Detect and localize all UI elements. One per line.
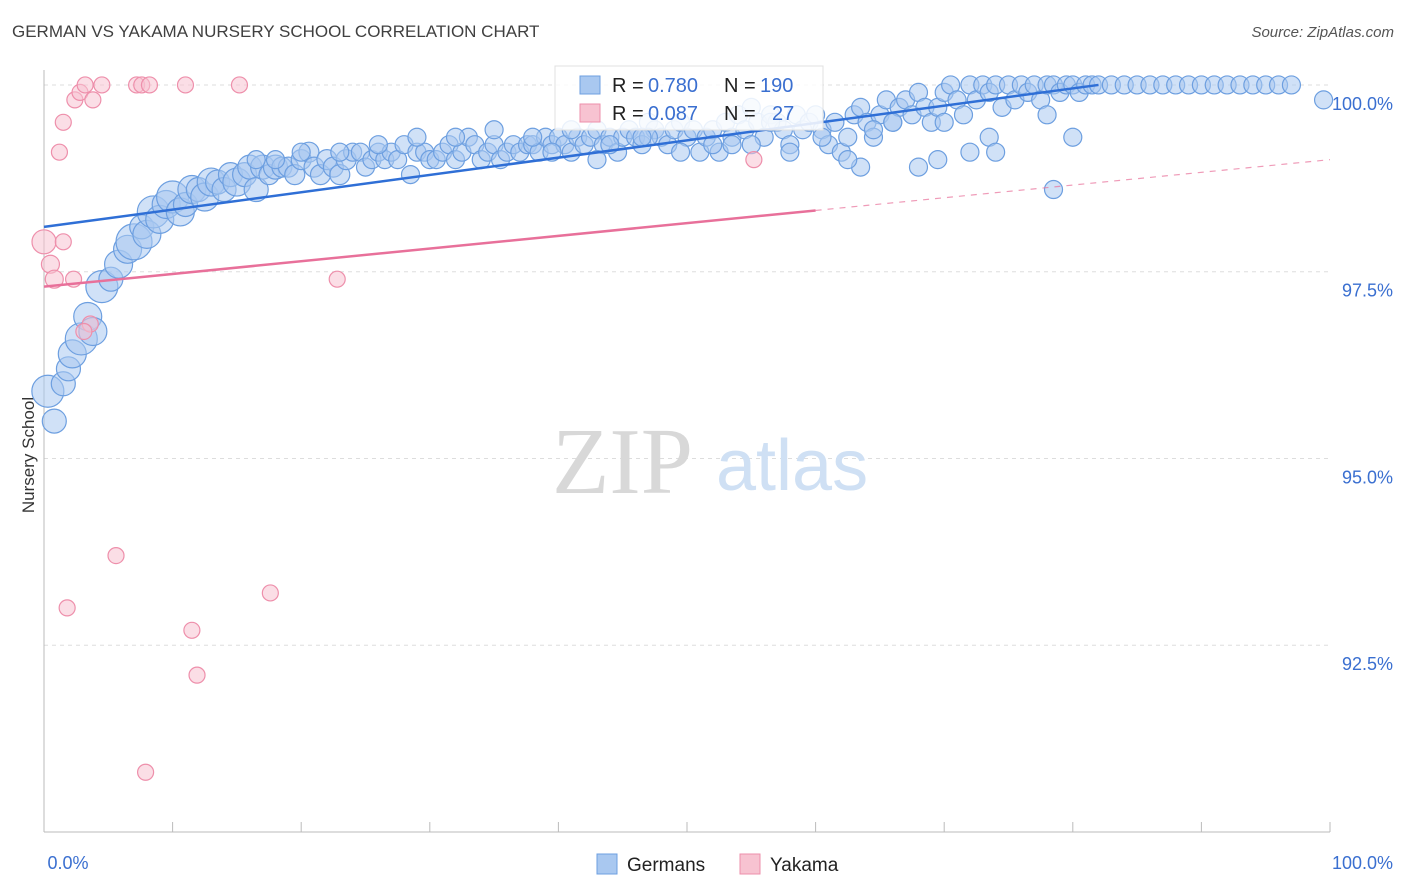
axes xyxy=(43,70,1331,833)
germans-point-178 xyxy=(1313,90,1334,110)
yakama-point-18 xyxy=(75,322,93,341)
yakama-point-25 xyxy=(328,270,346,288)
germans-point-206 xyxy=(265,150,286,170)
germans-point-190 xyxy=(934,112,954,132)
watermark: ZIP atlas xyxy=(552,410,868,514)
germans-point-186 xyxy=(986,142,1006,162)
germans-point-193 xyxy=(741,135,761,155)
watermark-atlas: atlas xyxy=(716,426,868,506)
legend-n-label-yakama: N = xyxy=(724,103,756,125)
yakama-point-23 xyxy=(261,584,279,602)
germans-point-204 xyxy=(330,142,350,162)
germans-point-180 xyxy=(908,157,929,177)
trend-lines xyxy=(43,83,1331,288)
bottom-legend-swatch-germans xyxy=(596,853,618,875)
trend-line-yakama-extension xyxy=(815,159,1331,212)
germans-point-208 xyxy=(812,127,832,147)
yakama-point-15 xyxy=(140,76,159,94)
yakama-point-20 xyxy=(107,546,125,565)
source-label: Source: ZipAtlas.com xyxy=(1251,24,1394,41)
yakama-point-11 xyxy=(84,91,102,109)
y-axis-label: Nursery School xyxy=(19,397,38,513)
yakama-point-5 xyxy=(54,113,72,131)
germans-point-201 xyxy=(445,127,466,147)
yakama-point-2 xyxy=(44,269,64,289)
legend-n-label-germans: N = xyxy=(724,75,756,97)
y-tick-label-1: 97.5% xyxy=(1342,281,1393,301)
germans-point-200 xyxy=(484,120,504,140)
yakama-point-21 xyxy=(183,621,201,639)
germans-point-192 xyxy=(780,142,800,162)
legend-r-label-yakama: R = xyxy=(612,103,644,125)
y-axis-label-group: Nursery School xyxy=(19,397,38,513)
trend-line-germans xyxy=(43,83,1099,229)
legend-box: R = 0.780 N = 190 R = 0.087 N = 27 xyxy=(554,65,824,131)
y-tick-label-0: 100.0% xyxy=(1332,94,1393,114)
legend-n-value-germans: 190 xyxy=(760,75,793,97)
yakama-point-12 xyxy=(93,76,111,94)
germans-point-191 xyxy=(863,120,884,140)
germans-point-141 xyxy=(953,105,974,125)
germans-point-195 xyxy=(670,142,691,162)
x-tick-label-1: 100.0% xyxy=(1332,853,1393,873)
yakama-point-3 xyxy=(54,233,72,251)
legend-r-value-germans: 0.780 xyxy=(648,75,698,97)
germans-point-185 xyxy=(838,150,858,170)
legend-r-value-yakama: 0.087 xyxy=(648,103,698,125)
legend-swatch-germans xyxy=(579,75,601,95)
yakama-point-16 xyxy=(176,76,195,94)
y-tick-label-3: 92.5% xyxy=(1342,654,1393,674)
germans-point-205 xyxy=(291,142,311,162)
germans-point-202 xyxy=(407,127,427,147)
germans-point-55 xyxy=(400,164,421,185)
bottom-legend-germans: Germans xyxy=(627,855,705,876)
germans-point-188 xyxy=(1063,127,1083,147)
germans-point-212 xyxy=(587,150,607,170)
germans-point-199 xyxy=(523,127,543,147)
bottom-legend-swatch-yakama xyxy=(739,853,761,875)
yakama-point-19 xyxy=(58,599,76,617)
x-tick-label-0: 0.0% xyxy=(47,853,88,873)
germans-point-181 xyxy=(928,150,948,170)
y-tick-label-2: 95.0% xyxy=(1342,467,1393,487)
bottom-legend-yakama: Yakama xyxy=(770,855,839,876)
series-germans xyxy=(31,75,1334,434)
legend-r-label-germans: R = xyxy=(612,75,644,97)
yakama-point-9 xyxy=(76,76,94,94)
germans-point-187 xyxy=(1037,105,1057,125)
tick-labels: 100.0% 97.5% 95.0% 92.5% 0.0% 100.0% xyxy=(47,94,1393,873)
germans-point-211 xyxy=(632,127,652,147)
germans-point-207 xyxy=(246,150,266,170)
germans-point-1 xyxy=(41,408,67,434)
germans-point-177 xyxy=(1281,75,1302,95)
yakama-point-24 xyxy=(136,763,155,781)
germans-point-184 xyxy=(1043,179,1064,200)
germans-point-182 xyxy=(960,142,980,162)
yakama-point-4 xyxy=(50,143,69,161)
chart-title: GERMAN VS YAKAMA NURSERY SCHOOL CORRELAT… xyxy=(12,22,540,41)
germans-point-189 xyxy=(883,112,903,132)
yakama-point-17 xyxy=(230,76,249,94)
yakama-point-0 xyxy=(31,229,57,255)
germans-point-123 xyxy=(838,127,858,147)
bottom-legend: Germans Yakama xyxy=(596,853,839,876)
legend-swatch-yakama xyxy=(579,103,601,123)
yakama-point-26 xyxy=(745,151,763,169)
germans-point-210 xyxy=(722,135,742,155)
legend-n-value-yakama: 27 xyxy=(772,103,794,125)
yakama-point-22 xyxy=(188,666,206,684)
watermark-zip: ZIP xyxy=(552,410,693,514)
germans-point-203 xyxy=(368,135,388,155)
series-yakama xyxy=(31,76,763,781)
trend-line-yakama xyxy=(43,209,816,288)
